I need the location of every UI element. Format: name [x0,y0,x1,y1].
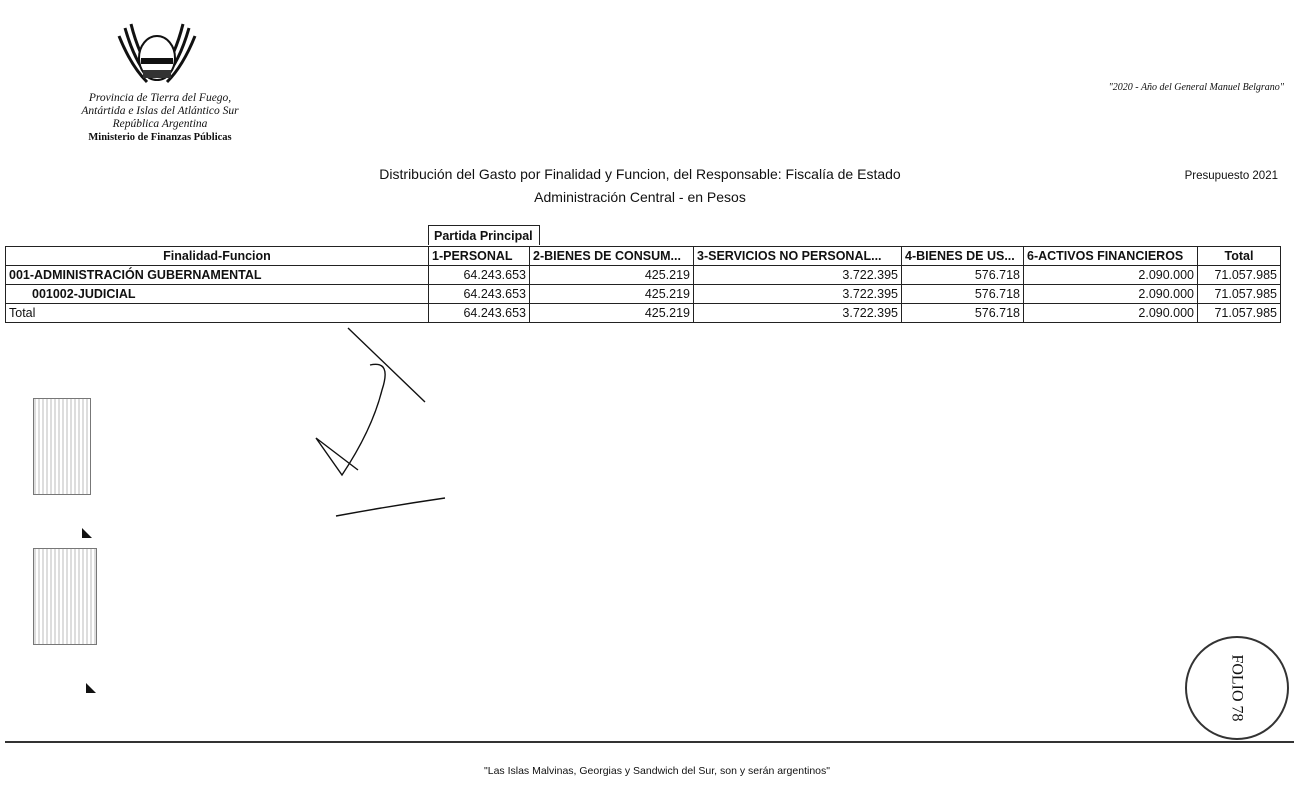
report-title: Distribución del Gasto por Finalidad y F… [379,166,901,182]
ministry-name: Ministerio de Finanzas Públicas [88,132,232,143]
folio-stamp-text: FOLIO 78 [1228,654,1246,722]
cell: 71.057.985 [1197,284,1281,304]
column-header: Total [1197,246,1281,266]
cell: 2.090.000 [1023,284,1198,304]
cell: 2.090.000 [1023,265,1198,285]
table-header-row: Finalidad-Funcion 1-PERSONAL 2-BIENES DE… [5,246,1281,266]
side-stamp [33,548,97,645]
side-stamp [33,398,91,495]
table-total-row: Total 64.243.653 425.219 3.722.395 576.7… [5,303,1281,323]
cell: 71.057.985 [1197,303,1281,323]
folio-stamp: FOLIO 78 [1185,636,1289,740]
footer-slogan: "Las Islas Malvinas, Georgias y Sandwich… [484,765,830,777]
row-label: Total [5,303,429,323]
institution-line: República Argentina [112,118,208,130]
coat-of-arms-logo [117,23,197,84]
group-header: Partida Principal [428,225,540,245]
expense-table: Finalidad-Funcion 1-PERSONAL 2-BIENES DE… [5,246,1281,323]
cell: 64.243.653 [428,265,530,285]
cell: 2.090.000 [1023,303,1198,323]
cell: 576.718 [901,303,1024,323]
row-label: 001002-JUDICIAL [5,284,429,304]
column-header: 3-SERVICIOS NO PERSONAL... [693,246,902,266]
year-motto: "2020 - Año del General Manuel Belgrano" [1108,82,1284,93]
cell: 425.219 [529,284,694,304]
cell: 425.219 [529,303,694,323]
column-header: Finalidad-Funcion [5,246,429,266]
report-subtitle: Administración Central - en Pesos [534,189,746,205]
column-header: 2-BIENES DE CONSUM... [529,246,694,266]
cell: 576.718 [901,265,1024,285]
cell: 425.219 [529,265,694,285]
row-label: 001-ADMINISTRACIÓN GUBERNAMENTAL [5,265,429,285]
institution-block: Provincia de Tierra del Fuego, Antártida… [40,92,280,144]
table-row: 001002-JUDICIAL 64.243.653 425.219 3.722… [5,284,1281,304]
cell: 3.722.395 [693,284,902,304]
column-header: 4-BIENES DE US... [901,246,1024,266]
table-row: 001-ADMINISTRACIÓN GUBERNAMENTAL 64.243.… [5,265,1281,285]
budget-year: Presupuesto 2021 [1184,170,1278,182]
cell: 3.722.395 [693,265,902,285]
column-header: 6-ACTIVOS FINANCIEROS [1023,246,1198,266]
cell: 576.718 [901,284,1024,304]
handwritten-signature [315,327,446,517]
corner-mark-icon [86,683,96,693]
footer-divider [5,741,1294,743]
column-header: 1-PERSONAL [428,246,530,266]
institution-line: Provincia de Tierra del Fuego, [88,92,232,104]
institution-line: Antártida e Islas del Atlántico Sur [81,105,239,117]
cell: 3.722.395 [693,303,902,323]
cell: 64.243.653 [428,303,530,323]
cell: 64.243.653 [428,284,530,304]
corner-mark-icon [82,528,92,538]
cell: 71.057.985 [1197,265,1281,285]
